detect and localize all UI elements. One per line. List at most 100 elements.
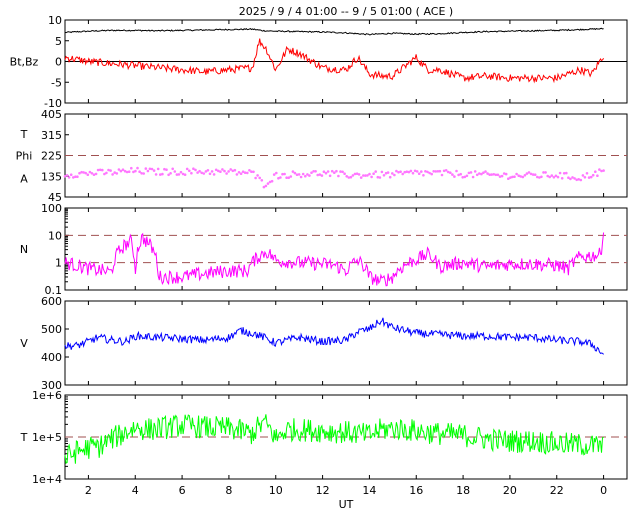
data-point bbox=[192, 167, 195, 170]
y-axis-label: A bbox=[20, 173, 28, 186]
data-point bbox=[270, 179, 274, 183]
data-point bbox=[527, 171, 531, 174]
data-point bbox=[482, 171, 485, 174]
data-point bbox=[156, 167, 160, 171]
data-point bbox=[370, 175, 373, 179]
data-point bbox=[391, 172, 394, 175]
data-point bbox=[221, 168, 224, 171]
data-point bbox=[219, 170, 222, 173]
data-point bbox=[65, 174, 69, 177]
data-point bbox=[509, 176, 512, 179]
data-point bbox=[602, 169, 605, 172]
data-point bbox=[212, 173, 216, 176]
data-point bbox=[339, 170, 342, 173]
data-point bbox=[264, 184, 268, 188]
data-point bbox=[277, 177, 280, 180]
data-point bbox=[196, 171, 199, 174]
data-point bbox=[341, 170, 344, 174]
data-point bbox=[231, 169, 235, 173]
y-axis-label: T bbox=[20, 128, 28, 141]
data-point bbox=[310, 171, 313, 174]
data-point bbox=[507, 177, 510, 180]
data-point bbox=[254, 176, 257, 180]
data-point bbox=[291, 170, 295, 173]
data-point bbox=[152, 169, 156, 172]
data-point bbox=[407, 170, 411, 174]
data-point bbox=[200, 171, 203, 175]
data-point bbox=[316, 173, 320, 177]
data-point bbox=[531, 173, 535, 176]
data-point bbox=[502, 172, 506, 175]
data-point bbox=[362, 174, 365, 177]
data-point bbox=[198, 169, 201, 173]
data-point bbox=[355, 172, 359, 175]
data-point bbox=[455, 169, 458, 173]
data-point bbox=[422, 174, 425, 177]
data-point bbox=[194, 168, 197, 172]
data-point bbox=[395, 169, 398, 173]
data-point bbox=[92, 173, 96, 176]
data-point bbox=[587, 176, 591, 179]
data-point bbox=[378, 176, 382, 179]
data-point bbox=[393, 173, 396, 177]
data-point bbox=[478, 172, 481, 175]
data-point bbox=[82, 171, 85, 174]
data-point bbox=[459, 172, 463, 176]
data-point bbox=[560, 177, 564, 180]
data-point bbox=[239, 172, 243, 175]
data-point bbox=[397, 171, 400, 174]
data-point bbox=[492, 173, 496, 176]
data-point bbox=[596, 174, 599, 177]
data-point bbox=[127, 170, 131, 173]
data-point bbox=[413, 169, 417, 173]
data-point bbox=[130, 166, 133, 170]
x-tick-label: 16 bbox=[409, 484, 423, 497]
data-point bbox=[386, 171, 390, 174]
data-point bbox=[223, 169, 226, 173]
data-point bbox=[600, 169, 603, 173]
data-point bbox=[366, 174, 369, 177]
data-point bbox=[469, 171, 473, 174]
data-point bbox=[589, 175, 593, 179]
data-point bbox=[457, 173, 460, 177]
data-point bbox=[490, 173, 494, 176]
data-point bbox=[190, 171, 193, 175]
data-point bbox=[579, 178, 583, 182]
data-point bbox=[169, 172, 172, 175]
data-point bbox=[544, 171, 547, 174]
data-point bbox=[562, 172, 566, 175]
data-series-line bbox=[64, 38, 605, 84]
data-point bbox=[119, 169, 123, 173]
data-point bbox=[573, 177, 576, 180]
data-point bbox=[515, 172, 518, 176]
data-point bbox=[279, 176, 282, 179]
panels: 1050-5-10Bt,Bz40531522513545TPhiA1001010… bbox=[10, 14, 628, 497]
data-point bbox=[142, 172, 145, 175]
data-point bbox=[598, 168, 601, 171]
data-point bbox=[146, 169, 150, 173]
data-point bbox=[326, 170, 330, 173]
data-point bbox=[536, 175, 539, 179]
data-point bbox=[289, 175, 293, 178]
data-point bbox=[171, 167, 174, 171]
panel-temperature: 1e+6 1e+5 1e+4 T 2 4 6 8 10 12 14 16 18 20 22 0 bbox=[20, 389, 628, 497]
y-axis-label: V bbox=[20, 337, 28, 350]
data-series bbox=[63, 166, 605, 189]
data-point bbox=[96, 168, 100, 172]
y-tick-label: 405 bbox=[41, 108, 62, 121]
y-axis-label: N bbox=[20, 243, 28, 256]
y-tick-label: 1 bbox=[55, 257, 62, 270]
data-point bbox=[121, 168, 125, 171]
y-tick-label: -5 bbox=[51, 76, 62, 89]
chart-title: 2025 / 9 / 4 01:00 -- 9 / 5 01:00 ( ACE … bbox=[239, 5, 453, 18]
data-point bbox=[558, 171, 562, 175]
x-tick-label: 4 bbox=[132, 484, 139, 497]
data-point bbox=[107, 168, 110, 172]
data-point bbox=[272, 173, 276, 176]
data-point bbox=[204, 170, 208, 173]
data-point bbox=[511, 175, 514, 179]
data-point bbox=[581, 174, 585, 177]
data-point bbox=[364, 174, 367, 177]
data-point bbox=[322, 170, 326, 173]
